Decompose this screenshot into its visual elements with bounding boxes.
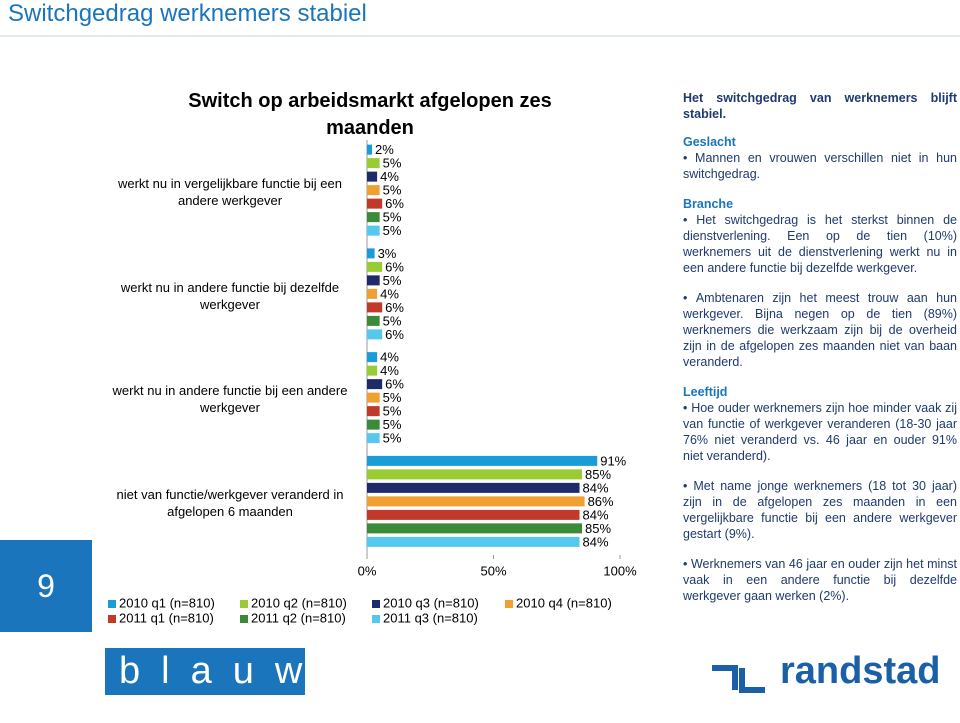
bar (367, 329, 383, 340)
value-label: 5% (383, 417, 402, 432)
bar (367, 225, 380, 236)
category-label: niet van functie/werkgever veranderd in … (116, 487, 344, 520)
page-title: Switchgedrag werknemers stabiel (8, 0, 367, 27)
bar (367, 469, 583, 480)
blauw-logo: blauw (105, 648, 305, 695)
value-label: 5% (383, 313, 402, 328)
value-label: 84% (583, 480, 609, 495)
value-label: 5% (383, 183, 402, 198)
legend-label: 2010 q1 (n=810) (119, 595, 215, 610)
value-label: 5% (383, 404, 402, 419)
legend-swatch (372, 600, 380, 608)
bar (367, 212, 380, 223)
legend-swatch (108, 600, 116, 608)
text-panel: Het switchgedrag van werknemers blijft s… (683, 90, 957, 618)
bar (367, 171, 378, 182)
section-heading: Leeftijd (683, 385, 728, 399)
value-label: 4% (380, 363, 399, 378)
x-tick-label: 50% (480, 563, 506, 578)
value-label: 6% (385, 300, 404, 315)
value-label: 5% (383, 431, 402, 446)
bullet: Werknemers van 46 jaar en ouder zijn het… (683, 556, 957, 604)
legend-label: 2011 q3 (n=810) (383, 610, 478, 625)
section-heading: Branche (683, 197, 734, 211)
bar (367, 392, 380, 403)
bar (367, 315, 380, 326)
randstad-logo: randstad (780, 650, 941, 692)
legend-swatch (240, 615, 248, 623)
value-label: 6% (385, 327, 404, 342)
value-label: 4% (380, 169, 399, 184)
bar (367, 144, 373, 155)
bar (367, 433, 380, 444)
category-label: werkt nu in andere functie bij een ander… (112, 383, 348, 416)
value-label: 5% (383, 210, 402, 225)
slide-number: 9 (0, 540, 92, 632)
bar (367, 419, 380, 430)
legend-swatch (108, 615, 116, 623)
value-label: 2% (375, 142, 394, 157)
value-label: 6% (385, 377, 404, 392)
value-label: 86% (588, 494, 614, 509)
value-label: 91% (600, 453, 626, 468)
bar (367, 365, 378, 376)
value-label: 4% (380, 286, 399, 301)
legend-label: 2010 q2 (n=810) (251, 595, 347, 610)
bullet: Met name jonge werknemers (18 tot 30 jaa… (683, 478, 957, 542)
bar (367, 536, 580, 547)
legend-swatch (240, 600, 248, 608)
section-heading: Geslacht (683, 135, 736, 149)
bar (367, 455, 598, 466)
bar (367, 275, 380, 286)
value-label: 6% (385, 259, 404, 274)
bullet: Mannen en vrouwen verschillen niet in hu… (683, 150, 957, 182)
value-label: 4% (380, 350, 399, 365)
bullet: Het switchgedrag is het sterkst binnen d… (683, 212, 957, 276)
bar (367, 523, 583, 534)
bar (367, 248, 375, 259)
x-tick-label: 0% (358, 563, 377, 578)
value-label: 84% (583, 507, 609, 522)
panel-intro: Het switchgedrag van werknemers blijft s… (683, 91, 957, 121)
x-tick-label: 100% (603, 563, 637, 578)
legend-label: 2010 q4 (n=810) (516, 595, 612, 610)
bar (367, 482, 580, 493)
legend-label: 2010 q3 (n=810) (383, 595, 479, 610)
value-label: 85% (585, 521, 611, 536)
value-label: 5% (383, 223, 402, 238)
value-label: 3% (378, 246, 397, 261)
bar (367, 509, 580, 520)
bar (367, 379, 383, 390)
value-label: 5% (383, 156, 402, 171)
bullet: Hoe ouder werknemers zijn hoe minder vaa… (683, 400, 957, 464)
value-label: 5% (383, 390, 402, 405)
value-label: 85% (585, 467, 611, 482)
category-label: werkt nu in andere functie bij dezelfde … (120, 279, 340, 312)
value-label: 84% (583, 534, 609, 549)
value-label: 5% (383, 273, 402, 288)
bar (367, 185, 380, 196)
bar (367, 496, 585, 507)
bar (367, 288, 378, 299)
bar (367, 158, 380, 169)
value-label: 6% (385, 196, 404, 211)
randstad-icon (712, 665, 765, 693)
legend-swatch (505, 600, 513, 608)
bar (367, 406, 380, 417)
legend-swatch (372, 615, 380, 623)
legend-label: 2011 q1 (n=810) (119, 610, 214, 625)
legend-label: 2011 q2 (n=810) (251, 610, 346, 625)
category-label: werkt nu in vergelijkbare functie bij ee… (117, 175, 342, 208)
bar (367, 261, 383, 272)
bar (367, 198, 383, 209)
bullet: Ambtenaren zijn het meest trouw aan hun … (683, 290, 957, 370)
bar (367, 302, 383, 313)
bar (367, 352, 378, 363)
chart-title: Switch op arbeidsmarkt afgelopen zes maa… (188, 90, 552, 139)
